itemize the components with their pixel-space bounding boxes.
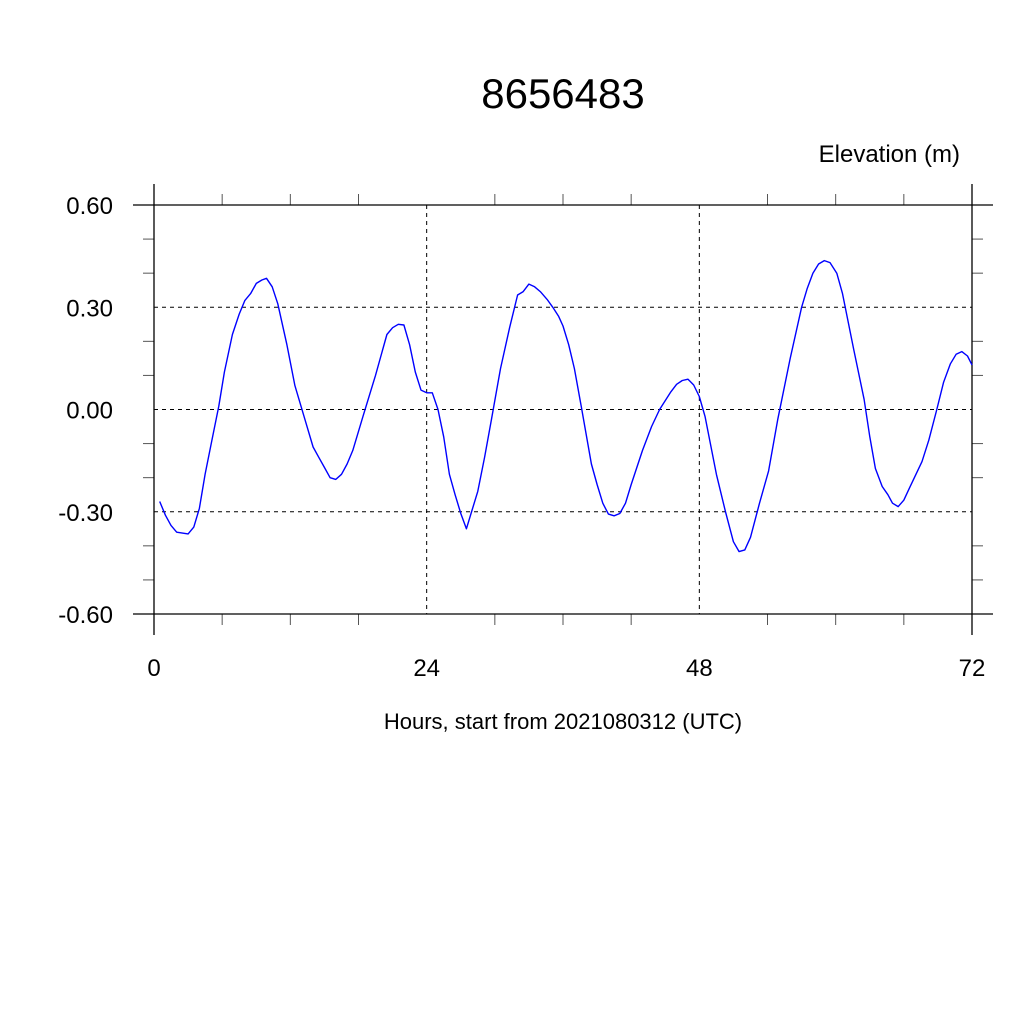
y-tick-label: -0.60 — [58, 602, 113, 629]
plot-frame — [133, 184, 993, 635]
x-axis-label: Hours, start from 2021080312 (UTC) — [384, 709, 742, 734]
y-tick-labels: -0.60 -0.30 0.00 0.30 0.60 — [58, 193, 113, 629]
x-tick-labels: 0 24 48 72 — [147, 655, 985, 682]
series-group — [159, 259, 973, 553]
y-tick-label: 0.30 — [66, 295, 113, 322]
x-tick-label: 0 — [147, 655, 160, 682]
x-tick-label: 48 — [686, 655, 713, 682]
y-tick-label: 0.60 — [66, 193, 113, 220]
ticks — [143, 194, 983, 625]
y-tick-label: -0.30 — [58, 500, 113, 527]
x-tick-label: 24 — [413, 655, 440, 682]
x-tick-label: 72 — [959, 655, 986, 682]
y-tick-label: 0.00 — [66, 398, 113, 425]
chart-title: 8656483 — [481, 70, 645, 117]
y-axis-label: Elevation (m) — [819, 141, 960, 168]
series-line — [159, 259, 973, 553]
